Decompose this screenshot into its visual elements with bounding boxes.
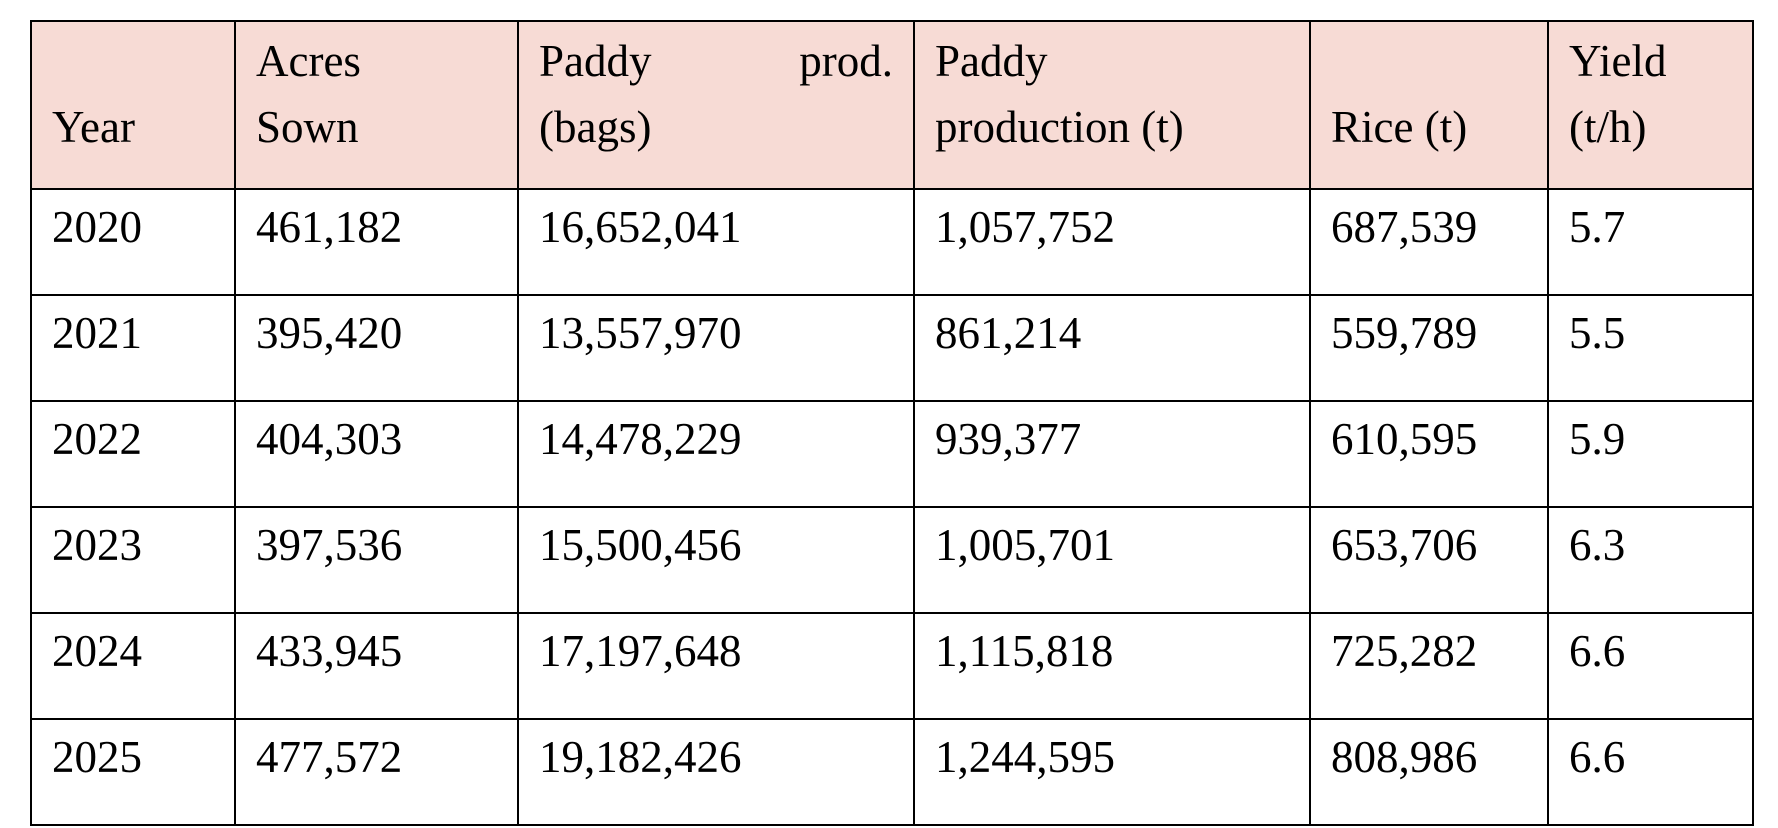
cell-acres-sown: 404,303 [234, 400, 519, 508]
header-yield-line2: (t/h) [1569, 102, 1647, 152]
cell-acres-sown: 433,945 [234, 612, 519, 720]
header-paddy-production: Paddy production (t) [913, 20, 1311, 190]
cell-acres-sown: 461,182 [234, 188, 519, 296]
cell-yield: 6.6 [1547, 612, 1754, 720]
cell-paddy-production: 1,244,595 [913, 718, 1311, 826]
table-row: 2020 461,182 16,652,041 1,057,752 687,53… [30, 188, 1754, 296]
cell-year: 2025 [30, 718, 236, 826]
table-row: 2023 397,536 15,500,456 1,005,701 653,70… [30, 506, 1754, 614]
header-acres-line2: Sown [256, 102, 359, 152]
header-bags-word2: prod. [799, 36, 893, 86]
table-row: 2024 433,945 17,197,648 1,115,818 725,28… [30, 612, 1754, 720]
header-acres-line1: Acres [256, 36, 361, 86]
header-paddy-bags: Paddy prod. (bags) [517, 20, 915, 190]
cell-acres-sown: 477,572 [234, 718, 519, 826]
cell-rice: 687,539 [1309, 188, 1549, 296]
header-paddy-line1: Paddy [935, 36, 1048, 86]
cell-year: 2022 [30, 400, 236, 508]
cell-rice: 653,706 [1309, 506, 1549, 614]
cell-paddy-production: 1,005,701 [913, 506, 1311, 614]
cell-rice: 610,595 [1309, 400, 1549, 508]
cell-acres-sown: 397,536 [234, 506, 519, 614]
header-acres-sown: Acres Sown [234, 20, 519, 190]
cell-acres-sown: 395,420 [234, 294, 519, 402]
cell-paddy-production: 1,057,752 [913, 188, 1311, 296]
header-rice-label: Rice (t) [1331, 102, 1468, 152]
cell-paddy-bags: 14,478,229 [517, 400, 915, 508]
header-rice: Rice (t) [1309, 20, 1549, 190]
cell-rice: 808,986 [1309, 718, 1549, 826]
cell-yield: 5.9 [1547, 400, 1754, 508]
cell-rice: 559,789 [1309, 294, 1549, 402]
cell-year: 2023 [30, 506, 236, 614]
cell-paddy-production: 1,115,818 [913, 612, 1311, 720]
header-year-label: Year [52, 102, 135, 152]
table-row: 2021 395,420 13,557,970 861,214 559,789 … [30, 294, 1754, 402]
cell-paddy-production: 861,214 [913, 294, 1311, 402]
header-year: Year [30, 20, 236, 190]
header-row: Year Acres Sown Paddy prod. (bags) Paddy… [30, 20, 1754, 190]
cell-paddy-bags: 16,652,041 [517, 188, 915, 296]
header-paddy-line2: production (t) [935, 102, 1184, 152]
cell-year: 2020 [30, 188, 236, 296]
cell-year: 2021 [30, 294, 236, 402]
table-body: 2020 461,182 16,652,041 1,057,752 687,53… [30, 188, 1754, 826]
cell-yield: 5.7 [1547, 188, 1754, 296]
cell-paddy-production: 939,377 [913, 400, 1311, 508]
cell-paddy-bags: 19,182,426 [517, 718, 915, 826]
cell-yield: 5.5 [1547, 294, 1754, 402]
cell-year: 2024 [30, 612, 236, 720]
table-row: 2022 404,303 14,478,229 939,377 610,595 … [30, 400, 1754, 508]
cell-yield: 6.6 [1547, 718, 1754, 826]
header-bags-word1: Paddy [539, 36, 652, 86]
paddy-production-table: Year Acres Sown Paddy prod. (bags) Paddy… [30, 20, 1754, 826]
cell-paddy-bags: 15,500,456 [517, 506, 915, 614]
cell-rice: 725,282 [1309, 612, 1549, 720]
cell-yield: 6.3 [1547, 506, 1754, 614]
header-bags-line1: Paddy prod. [539, 28, 893, 94]
cell-paddy-bags: 17,197,648 [517, 612, 915, 720]
table-row: 2025 477,572 19,182,426 1,244,595 808,98… [30, 718, 1754, 826]
cell-paddy-bags: 13,557,970 [517, 294, 915, 402]
table-header: Year Acres Sown Paddy prod. (bags) Paddy… [30, 20, 1754, 190]
header-yield: Yield (t/h) [1547, 20, 1754, 190]
header-yield-line1: Yield [1569, 36, 1667, 86]
header-bags-line2: (bags) [539, 102, 652, 152]
